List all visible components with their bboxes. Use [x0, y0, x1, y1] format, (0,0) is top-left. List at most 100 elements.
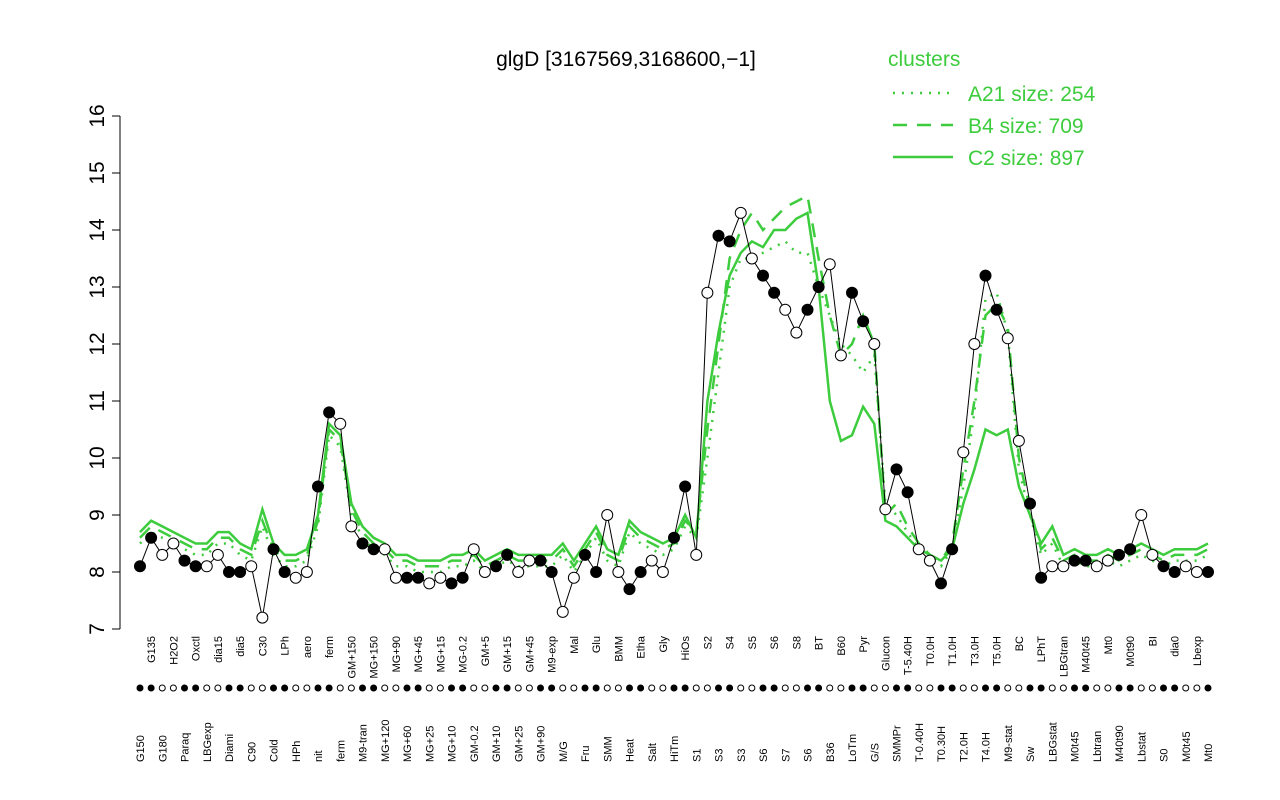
- rug-dot: [1115, 684, 1123, 692]
- x-tick-label: GM+90: [536, 726, 548, 762]
- data-point: [167, 537, 180, 550]
- rug-dot: [514, 684, 522, 692]
- rug-dot: [270, 684, 277, 692]
- rug-dot: [1104, 684, 1112, 692]
- x-tick-label: GM+45: [524, 636, 536, 672]
- rug-dot: [470, 684, 478, 692]
- x-tick-label: dia0: [1170, 636, 1182, 657]
- data-point: [790, 326, 803, 339]
- rug-dot: [614, 684, 622, 692]
- x-tick-label: S3: [736, 749, 748, 762]
- legend-label: A21 size: 254: [968, 83, 1096, 106]
- rug-dot: [637, 684, 645, 692]
- rug-dot: [948, 684, 956, 692]
- data-point: [1168, 566, 1181, 578]
- x-tick-label: T3.0H: [969, 636, 981, 666]
- rug-dot: [781, 684, 789, 692]
- x-tick-label: Mal: [569, 636, 581, 654]
- chart-title: glgD [3167569,3168600,−1]: [496, 48, 756, 71]
- rug-dot: [336, 684, 344, 692]
- rug-dot: [982, 684, 989, 692]
- rug-dot: [1048, 684, 1056, 692]
- data-point: [590, 566, 603, 578]
- x-tick-label: ferm: [335, 740, 347, 762]
- rug-dot: [1126, 684, 1134, 692]
- rug-dot: [1148, 684, 1156, 692]
- data-point: [534, 554, 547, 567]
- data-point: [211, 548, 224, 561]
- data-point: [1012, 434, 1025, 447]
- x-tick-label: T-0.40H: [914, 723, 926, 762]
- x-tick-label: Pyr: [858, 636, 870, 653]
- data-point: [178, 554, 191, 567]
- x-tick-label: S0: [1159, 749, 1171, 762]
- data-point: [556, 605, 569, 618]
- data-point: [857, 315, 870, 328]
- rug-dot: [970, 684, 978, 692]
- x-tick-label: GM+10: [491, 726, 503, 762]
- rug-dot: [303, 684, 311, 692]
- data-point: [757, 269, 769, 282]
- x-tick-label: MG+10: [447, 726, 459, 762]
- y-tick-label: 10: [86, 446, 109, 469]
- x-tick-label: T4.0H: [981, 732, 993, 762]
- data-point: [1079, 554, 1092, 567]
- x-tick-label: GM+15: [502, 636, 514, 672]
- x-tick-label: Lbexp: [1192, 636, 1204, 666]
- x-tick-label: T2.0H: [958, 732, 970, 762]
- x-tick-label: G180: [157, 735, 169, 762]
- data-point: [423, 577, 436, 590]
- x-tick-label: LBGtran: [1058, 636, 1070, 677]
- data-point: [1101, 554, 1114, 567]
- x-tick-label: Mt0: [1203, 744, 1215, 762]
- rug-dot: [381, 684, 389, 692]
- rug-dot: [292, 684, 300, 692]
- rug-dot: [1082, 684, 1090, 692]
- x-tick-label: M9-tran: [358, 724, 370, 762]
- x-tick-label: T1.0H: [947, 636, 959, 666]
- rug-dot: [436, 684, 444, 692]
- x-tick-label: S1: [691, 749, 703, 762]
- x-tick-label: Fru: [580, 746, 592, 763]
- x-tick-label: dia15: [213, 636, 225, 663]
- rug-dot: [1171, 684, 1179, 692]
- x-tick-label: M0t45: [1070, 731, 1082, 762]
- data-point: [946, 543, 959, 556]
- data-point: [256, 611, 269, 624]
- data-point: [1035, 571, 1048, 584]
- data-point: [245, 560, 258, 573]
- y-tick-label: 8: [86, 566, 109, 578]
- data-point: [323, 406, 336, 419]
- rug-dot: [459, 684, 467, 692]
- rug-dot: [448, 684, 455, 692]
- data-point: [890, 463, 903, 476]
- x-tick-label: S5: [747, 636, 759, 649]
- rug-dot: [726, 684, 734, 692]
- rug-dot: [525, 684, 533, 692]
- rug-dot: [692, 684, 700, 692]
- rug-dot: [537, 684, 544, 692]
- data-point: [134, 560, 146, 573]
- data-point: [579, 548, 591, 561]
- x-tick-label: GM+150: [346, 636, 358, 679]
- data-point: [1057, 560, 1070, 573]
- rug-dot: [937, 684, 945, 692]
- x-tick-label: LBGexp: [202, 722, 214, 762]
- y-tick-label: 14: [86, 218, 109, 242]
- rug-dot: [1059, 684, 1067, 692]
- x-tick-label: Glu: [591, 636, 603, 653]
- data-point: [846, 286, 858, 299]
- x-tick-label: S8: [791, 636, 803, 649]
- rug-dot: [703, 684, 711, 692]
- x-tick-label: BT: [814, 636, 826, 650]
- x-tick-label: BC: [1014, 636, 1026, 651]
- rug-dot: [670, 684, 678, 692]
- data-point: [145, 531, 158, 544]
- data-point: [467, 543, 480, 556]
- x-tick-label: Paraq: [180, 733, 192, 762]
- rug-dot: [848, 684, 856, 692]
- rug-dot: [492, 684, 500, 692]
- data-point: [623, 583, 636, 596]
- data-point: [478, 566, 491, 578]
